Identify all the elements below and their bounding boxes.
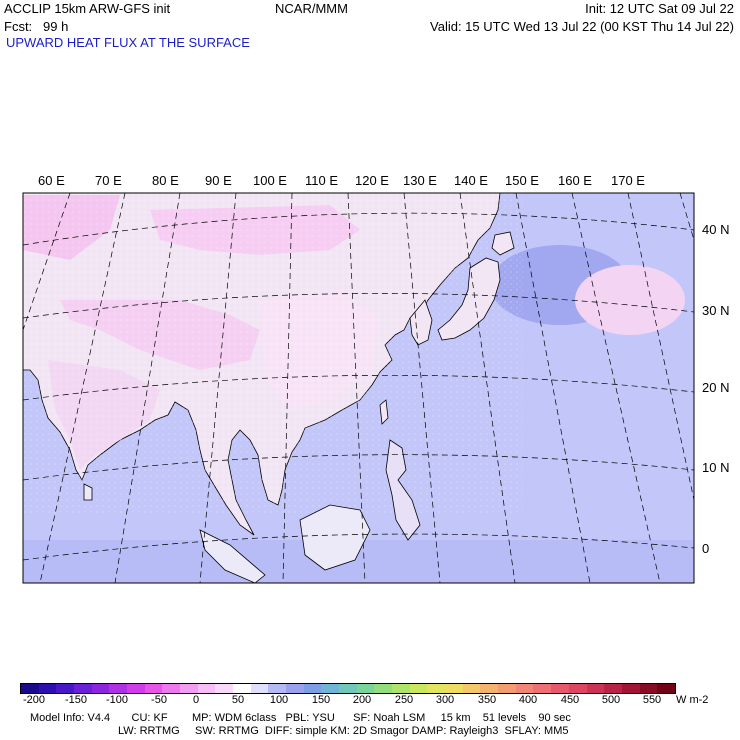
colorbar-segment <box>197 684 216 693</box>
philippines <box>385 439 421 541</box>
colorbar-tick: 100 <box>269 694 289 706</box>
colorbar-segment <box>586 684 605 693</box>
lon-label: 70 E <box>95 173 122 188</box>
colorbar-tick: -50 <box>151 694 167 706</box>
model-title: ACCLIP 15km ARW-GFS init <box>4 1 171 16</box>
colorbar-segment <box>427 684 446 693</box>
colorbar-segment <box>144 684 163 693</box>
colorbar-tick: -150 <box>64 694 88 706</box>
colorbar-segment <box>480 684 499 693</box>
map-frame <box>22 192 695 584</box>
colorbar-tick: -200 <box>22 694 46 706</box>
colorbar-segment <box>91 684 110 693</box>
colorbar-tick: 150 <box>311 694 331 706</box>
lon-label: 170 E <box>611 173 645 188</box>
lat-lon-grid <box>23 193 694 583</box>
colorbar-segment <box>515 684 534 693</box>
borneo <box>299 504 371 571</box>
land-texture <box>23 193 523 513</box>
central-pacific-warm-patch <box>575 265 685 335</box>
colorbar-segment <box>339 684 357 693</box>
colorbar-segment <box>215 684 234 693</box>
lat-label: 30 N <box>702 303 730 318</box>
colorbar-segment <box>321 684 340 693</box>
colorbar-segment <box>462 684 481 693</box>
colorbar-segment <box>445 684 463 693</box>
colorbar-tick: 350 <box>477 694 497 706</box>
colorbar-segment <box>356 684 375 693</box>
colorbar-tick: 500 <box>601 694 621 706</box>
colorbar-segment <box>250 684 269 693</box>
lon-label: 120 E <box>355 173 389 188</box>
colorbar-units: W m-2 <box>676 694 709 706</box>
colorbar-segment <box>409 684 428 693</box>
colorbar-segment <box>233 684 251 693</box>
colorbar-tick: 200 <box>352 694 372 706</box>
lon-label: 90 E <box>205 173 232 188</box>
colorbar-segment <box>374 684 393 693</box>
lon-label: 150 E <box>505 173 539 188</box>
colorbar-segment <box>657 684 675 693</box>
taiwan <box>379 399 389 425</box>
colorbar-segment <box>180 684 198 693</box>
colorbar-tick: -100 <box>105 694 129 706</box>
lat-label: 0 <box>702 541 710 556</box>
lon-label: 60 E <box>38 173 65 188</box>
korea <box>409 299 433 346</box>
colorbar-tick: 300 <box>435 694 455 706</box>
japan <box>437 257 501 341</box>
colorbar-segment <box>604 684 622 693</box>
colorbar-segment <box>286 684 304 693</box>
colorbar-segment <box>74 684 92 693</box>
colorbar-segment <box>551 684 569 693</box>
colorbar-tick: 400 <box>518 694 538 706</box>
lon-label: 80 E <box>152 173 179 188</box>
colorbar-tick: 50 <box>231 694 245 706</box>
colorbar-segment <box>127 684 145 693</box>
sri-lanka <box>83 483 93 501</box>
field-title: UPWARD HEAT FLUX AT THE SURFACE <box>6 35 250 50</box>
colorbar-segment <box>38 684 57 693</box>
colorbar-segment <box>621 684 640 693</box>
colorbar-segment <box>56 684 75 693</box>
hokkaido <box>491 231 515 256</box>
lon-label: 140 E <box>454 173 488 188</box>
colorbar-tick: 450 <box>560 694 580 706</box>
colorbar-segment <box>498 684 516 693</box>
colorbar-segment <box>268 684 287 693</box>
lon-label: 130 E <box>403 173 437 188</box>
sumatra <box>199 529 266 583</box>
colorbar-segment <box>109 684 128 693</box>
colorbar-segment <box>533 684 552 693</box>
lon-label: 100 E <box>253 173 287 188</box>
valid-time: Valid: 15 UTC Wed 13 Jul 22 (00 KST Thu … <box>430 19 734 34</box>
init-time: Init: 12 UTC Sat 09 Jul 22 <box>585 1 734 16</box>
colorbar-segment <box>303 684 322 693</box>
colorbar-tick: 250 <box>394 694 414 706</box>
colorbar-segment <box>568 684 587 693</box>
colorbar-segment <box>21 684 39 693</box>
colorbar-tick: 550 <box>642 694 662 706</box>
lon-label: 160 E <box>558 173 592 188</box>
lat-label: 20 N <box>702 380 730 395</box>
model-info-line1: Model Info: V4.4 CU: KF MP: WDM 6class P… <box>30 712 571 724</box>
lat-label: 10 N <box>702 460 730 475</box>
colorbar-segment <box>162 684 181 693</box>
colorbar-tick: 0 <box>192 694 200 706</box>
lat-label: 40 N <box>702 222 730 237</box>
colorbar-segment <box>392 684 410 693</box>
organization: NCAR/MMM <box>275 1 348 16</box>
colorbar <box>20 683 676 694</box>
lon-label: 110 E <box>305 173 339 188</box>
colorbar-segment <box>639 684 658 693</box>
model-info-line2: LW: RRTMG SW: RRTMG DIFF: simple KM: 2D … <box>118 725 569 737</box>
forecast-hour: Fcst: 99 h <box>4 19 69 34</box>
colorbar-tick-labels: -200 -150 -100 -50 0 50 100 150 200 250 … <box>0 694 740 708</box>
